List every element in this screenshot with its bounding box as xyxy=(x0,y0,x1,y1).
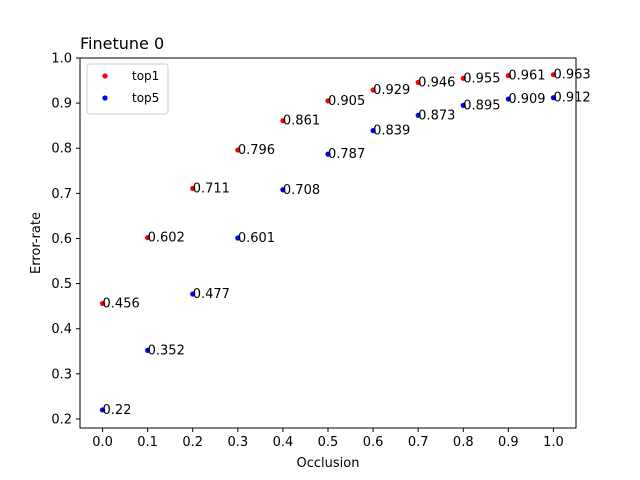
x-tick-label: 0.2 xyxy=(182,435,203,450)
legend-marker-top1 xyxy=(102,73,108,79)
data-label-top1: 0.961 xyxy=(508,69,545,84)
x-axis-ticks: 0.0 0.1 0.2 0.3 0.4 0.5 0.6 0.7 0.8 0.9 1.0 xyxy=(92,428,564,450)
series-layer: 0.456 0.602 0.711 0.796 0.861 0.905 0.929 0.946… xyxy=(99,68,591,418)
x-tick-label: 0.3 xyxy=(227,435,248,450)
y-tick-label: 0.9 xyxy=(51,97,72,112)
data-label-top5: 0.909 xyxy=(508,92,545,107)
data-point-top1 xyxy=(190,185,196,192)
series-top5: 0.22 0.352 0.477 0.601 0.708 0.787 0.839 0.873 0… xyxy=(99,91,591,418)
y-tick-label: 0.5 xyxy=(51,277,72,292)
data-point-top5 xyxy=(550,95,557,101)
data-point-top5 xyxy=(460,102,466,108)
y-tick-label: 1.0 xyxy=(51,52,72,67)
data-point-top5 xyxy=(145,347,151,353)
legend-label-top1: top1 xyxy=(132,69,159,83)
data-label-top1: 0.946 xyxy=(418,75,455,90)
data-point-top1 xyxy=(235,147,241,153)
y-tick-label: 0.3 xyxy=(51,367,72,382)
data-label-top5: 0.787 xyxy=(328,147,365,162)
data-point-top5 xyxy=(325,151,331,157)
data-label-top5: 0.352 xyxy=(148,343,185,358)
data-point-top1 xyxy=(505,72,511,79)
y-axis-ticks: 0.2 0.3 0.4 0.5 0.6 0.7 0.8 0.9 1.0 xyxy=(51,52,80,427)
data-label-top1: 0.602 xyxy=(148,231,185,246)
x-tick-label: 0.4 xyxy=(273,435,294,450)
data-label-top5: 0.708 xyxy=(283,183,320,198)
legend: top1 top5 xyxy=(86,63,169,115)
legend-marker-top5 xyxy=(102,95,108,101)
data-label-top5: 0.839 xyxy=(373,124,410,139)
x-tick-label: 0.1 xyxy=(137,435,158,450)
x-tick-label: 0.0 xyxy=(92,435,113,450)
y-axis-label: Error-rate xyxy=(29,212,44,274)
data-point-top5 xyxy=(99,407,106,413)
data-label-top1: 0.905 xyxy=(328,94,365,109)
y-tick-label: 0.8 xyxy=(51,142,72,157)
x-tick-label: 0.9 xyxy=(498,435,519,450)
data-label-top1: 0.456 xyxy=(103,296,140,311)
data-label-top5: 0.873 xyxy=(418,108,455,123)
x-axis-label: Occlusion xyxy=(297,456,360,471)
data-label-top1: 0.861 xyxy=(283,114,320,129)
plot-area xyxy=(80,58,576,428)
x-tick-label: 0.7 xyxy=(408,435,429,450)
data-label-top5: 0.22 xyxy=(103,403,132,418)
y-tick-label: 0.4 xyxy=(51,322,72,337)
data-point-top1 xyxy=(280,118,286,124)
plot-frame xyxy=(79,57,577,429)
data-point-top5 xyxy=(415,112,421,118)
x-tick-label: 0.6 xyxy=(363,435,384,450)
x-tick-label: 0.8 xyxy=(453,435,474,450)
chart-title: Finetune 0 xyxy=(80,34,164,53)
legend-label-top5: top5 xyxy=(132,91,159,105)
x-tick-label: 1.0 xyxy=(543,435,564,450)
data-point-top5 xyxy=(370,128,376,134)
data-label-top1: 0.955 xyxy=(463,71,500,86)
data-point-top1 xyxy=(325,98,331,104)
y-tick-label: 0.7 xyxy=(51,187,72,202)
data-point-top5 xyxy=(280,187,286,193)
data-point-top5 xyxy=(505,96,511,102)
data-label-top1: 0.929 xyxy=(373,83,410,98)
data-label-top1: 0.711 xyxy=(193,181,230,196)
series-top1: 0.456 0.602 0.711 0.796 0.861 0.905 0.929 0.946… xyxy=(99,68,591,311)
data-point-top1 xyxy=(370,87,376,93)
data-point-top1 xyxy=(99,300,106,307)
data-label-top1: 0.796 xyxy=(238,143,275,158)
data-label-top5: 0.477 xyxy=(193,287,230,302)
y-tick-label: 0.6 xyxy=(51,232,72,247)
x-tick-label: 0.5 xyxy=(318,435,339,450)
data-point-top5 xyxy=(235,235,241,241)
data-label-top5: 0.601 xyxy=(238,231,275,246)
y-tick-label: 0.2 xyxy=(51,412,72,427)
data-point-top1 xyxy=(415,79,421,85)
data-label-top5: 0.912 xyxy=(553,91,590,106)
data-point-top1 xyxy=(145,234,151,241)
data-label-top5: 0.895 xyxy=(463,98,500,113)
data-point-top5 xyxy=(190,291,196,297)
data-label-top1: 0.963 xyxy=(553,68,590,83)
data-point-top1 xyxy=(460,75,466,81)
data-point-top1 xyxy=(550,72,557,78)
